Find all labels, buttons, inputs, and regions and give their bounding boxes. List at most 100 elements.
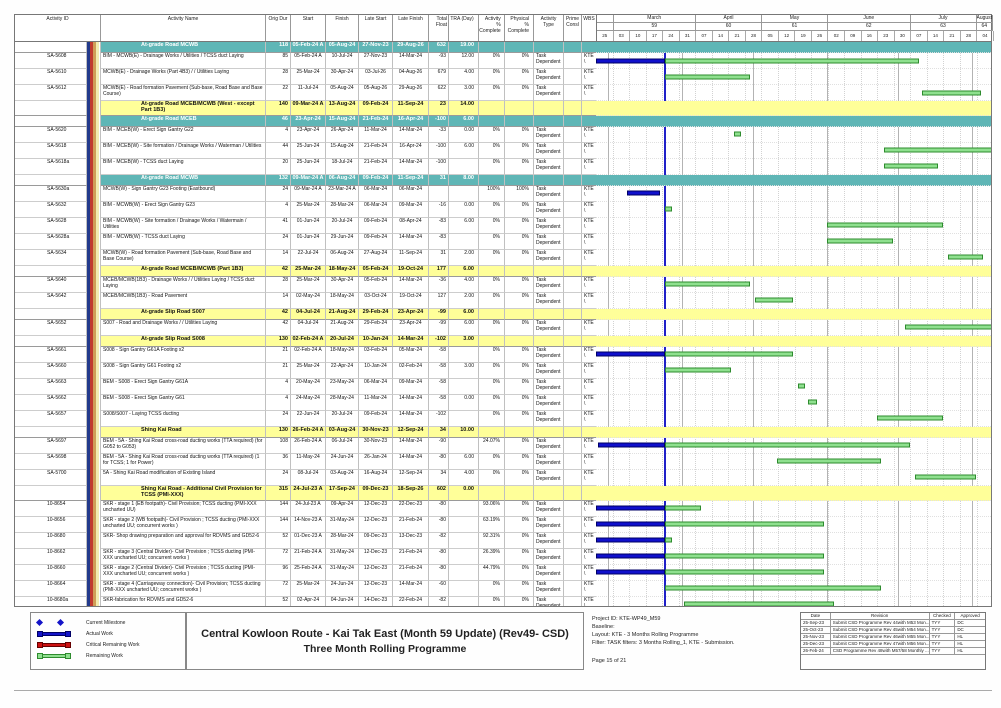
cell-start: 26-Feb-24 A	[291, 426, 326, 438]
gantt-bar-remaining	[755, 297, 794, 303]
row-cells: At-grade Road MCEB/MCWB (Part 1B3) 42 25-M…	[15, 265, 596, 277]
cell-orig_dur: 72	[266, 548, 291, 565]
cell-phy_pct: 0%	[505, 516, 534, 533]
group-row: Shing Kai Road - Additional Civil Provis…	[15, 485, 991, 501]
month-number: 61	[762, 23, 828, 31]
cell-prime	[564, 346, 582, 363]
cell-act_pct	[479, 42, 505, 53]
row-cells: SA-5698 BEM - 5A - Shing Kai Road cross-r…	[15, 453, 596, 470]
gantt-row	[596, 517, 991, 533]
cell-tra: 4.00	[449, 469, 479, 486]
cell-tra	[449, 532, 479, 549]
week-label: 14	[928, 31, 945, 41]
cell-wbs	[582, 308, 596, 320]
cell-start: 04-Jul-24	[291, 319, 326, 336]
cell-act_pct: 0%	[479, 394, 505, 411]
cell-tra: 6.00	[449, 115, 479, 127]
cell-wbs: KTE\	[582, 363, 596, 379]
task-row: SA-5640 MCEB/MCWB(1B3) - Drainage Works /…	[15, 276, 991, 293]
cell-start: 01-Jun-24	[291, 217, 326, 234]
cell-prime	[564, 500, 582, 517]
cell-total_float: 632	[429, 42, 449, 53]
cell-start: 25-Mar-24	[291, 265, 326, 277]
cell-late_start: 12-Dec-23	[359, 564, 393, 581]
cell-act_type: Task Dependent	[534, 362, 564, 379]
group-row: At-grade Road MCEB 46 23-Apr-24 15-Aug-24 21…	[15, 115, 991, 127]
gantt-bar-remaining	[776, 458, 882, 464]
cell-start: 24-Jul-23 A	[291, 485, 326, 501]
wbs-band-stripes	[87, 174, 101, 186]
cell-late_start: 29-Feb-24	[359, 308, 393, 320]
month-label: April	[696, 15, 762, 23]
month-number: 60	[696, 23, 762, 31]
wbs-band-stripes	[87, 233, 101, 250]
cell-prime	[564, 249, 582, 266]
gantt-row	[596, 533, 991, 549]
cell-late_finish: 14-Mar-24	[393, 126, 429, 143]
cell-orig_dur: 4	[266, 201, 291, 218]
cell-start: 08-Jul-24	[291, 469, 326, 486]
cell-activity-id	[15, 335, 87, 347]
cell-finish: 06-Jul-24	[326, 437, 359, 454]
column-header-orig_dur: Orig Dur	[266, 15, 291, 41]
wbs-band-stripes	[87, 319, 101, 336]
revision-cell: TYY	[929, 641, 956, 648]
cell-finish: 18-May-24	[326, 346, 359, 363]
wbs-band-stripes	[87, 158, 101, 175]
cell-wbs	[582, 101, 596, 116]
cell-act_pct: 0%	[479, 596, 505, 606]
task-row: SA-5662 BEM - S008 - Erect Sign Gantry G6…	[15, 394, 991, 411]
week-label: 30	[895, 31, 912, 41]
task-row: SA-5661 S008 - Sign Gantry G61A Footing x…	[15, 346, 991, 363]
cell-start: 25-Mar-24	[291, 362, 326, 379]
group-row: At-grade Road MCEB/MCWB (Part 1B3) 42 25-M…	[15, 265, 991, 277]
cell-late_start: 06-Mar-24	[359, 185, 393, 202]
cell-act_pct: 0%	[479, 378, 505, 395]
cell-wbs: KTE\	[582, 501, 596, 517]
cell-tra: 0.00	[449, 485, 479, 501]
cell-start: 25-Feb-24 A	[291, 564, 326, 581]
row-cells: 10-8680a SKR-fabrication for RDVMS and GD…	[15, 596, 596, 606]
cell-wbs: KTE\	[582, 159, 596, 175]
cell-prime	[564, 453, 582, 470]
legend-label: Remaining Work	[86, 652, 123, 659]
gantt-bar-actual	[596, 569, 665, 575]
cell-wbs: KTE\	[582, 549, 596, 565]
cell-orig_dur: 42	[266, 265, 291, 277]
cell-start: 23-Apr-24	[291, 115, 326, 127]
cell-finish: 21-Aug-24	[326, 319, 359, 336]
cell-late_finish: 13-Dec-23	[393, 532, 429, 549]
cell-activity-id	[15, 42, 87, 53]
cell-tra: 0.00	[449, 394, 479, 411]
cell-total_float: -100	[429, 115, 449, 127]
cell-total_float: -99	[429, 308, 449, 320]
cell-finish: 15-Aug-24	[326, 115, 359, 127]
cell-activity-id: SA-5618a	[15, 158, 87, 175]
cell-phy_pct	[505, 485, 534, 501]
week-label: 05	[762, 31, 779, 41]
cell-activity-id: SA-5610	[15, 69, 87, 85]
wbs-band-stripes	[87, 580, 101, 597]
month-label: July	[910, 15, 977, 23]
cell-phy_pct: 0%	[505, 233, 534, 250]
cell-late_finish: 12-Sep-24	[393, 469, 429, 486]
cell-activity-id: SA-5632	[15, 201, 87, 218]
cell-late_finish: 14-Mar-24	[393, 53, 429, 69]
cell-orig_dur: 42	[266, 308, 291, 320]
group-row: At-grade Slip Road S007 42 04-Jul-24 21-Aug…	[15, 308, 991, 320]
cell-late_finish: 12-Sep-24	[393, 426, 429, 438]
gantt-row	[596, 470, 991, 486]
cell-prime	[564, 217, 582, 234]
cell-act_type	[534, 115, 564, 127]
cell-tra	[449, 580, 479, 597]
cell-activity-name: BEM - S008 - Erect Sign Gantry G61A	[101, 378, 266, 395]
revision-cell: TYY	[929, 620, 956, 627]
cell-tra: 4.00	[449, 276, 479, 293]
cell-phy_pct: 0%	[505, 548, 534, 565]
cell-orig_dur: 96	[266, 564, 291, 581]
cell-late_start: 09-Feb-24	[359, 174, 393, 186]
cell-tra: 0.00	[449, 126, 479, 143]
cell-start: 05-Feb-24 A	[291, 42, 326, 53]
cell-phy_pct: 0%	[505, 276, 534, 293]
cell-total_float: -99	[429, 319, 449, 336]
